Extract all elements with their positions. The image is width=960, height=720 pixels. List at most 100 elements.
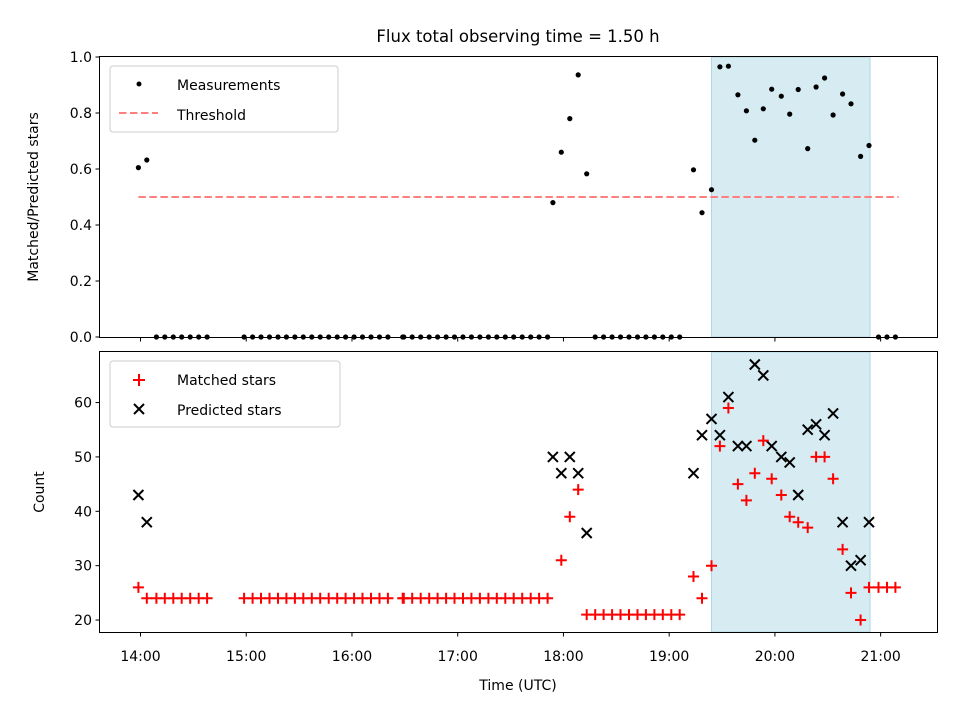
predicted-star-point [714, 429, 726, 441]
matched-star-point [827, 473, 839, 485]
predicted-star-point [818, 429, 831, 441]
predicted-star-point [845, 559, 857, 572]
matched-star-point [766, 473, 778, 485]
x-tick-label: 15:00 [226, 649, 266, 665]
chart-title: Flux total observing time = 1.50 h [376, 27, 659, 46]
measurement-point [743, 108, 750, 114]
x-tick-label: 20:00 [755, 649, 795, 665]
measurements-legend-marker [136, 81, 142, 87]
measurement-point [708, 187, 715, 193]
ratio-legend: Measurements Threshold [109, 65, 339, 133]
matched-star-point [802, 522, 814, 534]
measurement-point [690, 167, 697, 173]
matched-star-point [732, 478, 744, 490]
matched-star-point [845, 587, 857, 599]
predicted-star-point [740, 440, 753, 452]
matched-star-point [382, 592, 394, 604]
matched-star-point [201, 592, 213, 604]
matched-star-point [722, 402, 734, 414]
ratio-plot-frame [99, 56, 938, 338]
x-tick-label: 17:00 [438, 649, 478, 665]
matched-star-point [784, 511, 796, 523]
counts-panel: 20 30 40 50 60 14:00 15:00 16:00 17:00 18:00 19:0… [32, 351, 938, 694]
predicted-star-point [827, 407, 839, 420]
measurement-point [144, 157, 150, 163]
matched-star-point [688, 571, 699, 582]
x-tick-label: 21:00 [860, 649, 900, 665]
measurement-point [760, 106, 766, 112]
y-tick-label: 0.4 [70, 218, 92, 234]
matched-stars-points [132, 402, 901, 626]
measurement-point [725, 63, 732, 69]
matched-star-point [542, 592, 554, 604]
measurement-point [699, 210, 705, 216]
matched-star-point [749, 467, 761, 479]
predicted-star-point [687, 467, 700, 479]
predicted-star-point [783, 456, 796, 469]
y-tick-label: 1.0 [70, 50, 92, 66]
predicted-star-point [572, 467, 584, 479]
y-tick-label: 0.8 [70, 106, 92, 122]
y-tick-label: 40 [74, 504, 92, 520]
measurement-point [567, 116, 573, 122]
predicted-star-point [854, 554, 867, 566]
matched-star-point [555, 554, 567, 566]
counts-x-ticks: 14:00 15:00 16:00 17:00 18:00 19:00 20:00 21:00 [120, 632, 901, 665]
ratio-y-axis-label: Matched/Predicted stars [26, 112, 42, 282]
matched-star-point [714, 440, 726, 452]
predicted-star-point [722, 391, 735, 403]
measurement-point [135, 165, 141, 171]
y-tick-label: 60 [74, 396, 92, 412]
measurement-point [822, 75, 828, 81]
predicted-star-point [732, 440, 744, 452]
matched-star-point [564, 511, 576, 523]
matched-star-point [775, 489, 787, 501]
y-tick-label: 30 [74, 559, 92, 575]
x-tick-label: 19:00 [649, 649, 689, 665]
matched-star-point [740, 494, 752, 506]
measurement-point [575, 72, 581, 78]
y-tick-label: 0.6 [70, 162, 92, 178]
matched-star-point [757, 435, 769, 447]
measurement-point [848, 101, 854, 107]
counts-plot-frame [99, 351, 938, 633]
measurement-point [795, 86, 801, 93]
predicted-legend-marker [133, 403, 145, 415]
x-tick-label: 18:00 [543, 649, 583, 665]
measurement-point [840, 91, 846, 97]
predicted-star-point [757, 369, 770, 382]
predicted-star-point [564, 451, 576, 463]
measurement-point [584, 171, 590, 177]
predicted-star-point [801, 423, 814, 436]
legend-label-predicted: Predicted stars [177, 403, 282, 419]
predicted-star-point [775, 451, 788, 463]
matched-star-point [855, 614, 867, 626]
matched-star-point [141, 592, 153, 604]
x-tick-label: 16:00 [332, 649, 372, 665]
x-axis-label: Time (UTC) [478, 678, 556, 694]
matched-star-point [132, 581, 144, 593]
measurement-point [752, 137, 758, 143]
measurement-point [787, 111, 793, 117]
observing-window-shade [710, 351, 871, 633]
measurement-point [858, 153, 864, 159]
matched-star-point [837, 543, 849, 555]
x-tick-label: 14:00 [120, 649, 160, 665]
matched-star-point [674, 609, 686, 621]
legend-label-measurements: Measurements [177, 78, 280, 94]
matched-star-point [792, 516, 804, 528]
ratio-y-ticks: 0.0 0.2 0.4 0.6 0.8 1.0 [70, 50, 100, 346]
predicted-star-point [705, 413, 718, 425]
y-tick-label: 20 [74, 613, 92, 629]
matched-legend-marker [133, 374, 145, 386]
predicted-star-point [580, 527, 593, 539]
legend-label-threshold: Threshold [176, 108, 246, 124]
predicted-star-point [863, 516, 875, 528]
predicted-stars-points [132, 358, 875, 572]
predicted-star-point [792, 489, 804, 501]
predicted-star-point [696, 429, 708, 441]
counts-y-axis-label: Count [32, 471, 48, 513]
predicted-star-point [547, 451, 559, 463]
predicted-star-point [810, 418, 822, 431]
measurement-point [769, 86, 775, 92]
